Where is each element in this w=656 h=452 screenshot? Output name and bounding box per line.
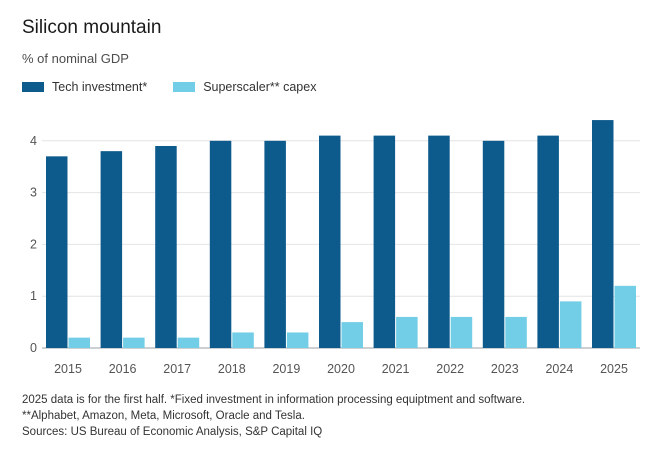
- footnote-2025-data: 2025 data is for the first half. *Fixed …: [22, 394, 526, 406]
- legend-label-superscaler-capex: Superscaler** capex: [203, 80, 317, 94]
- bar-superscaler-capex-2023: [505, 316, 527, 348]
- footnotes: 2025 data is for the first half. *Fixed …: [22, 392, 525, 440]
- x-tick-label: 2016: [109, 362, 137, 376]
- bar-superscaler-capex-2022: [450, 316, 473, 348]
- chart-subtitle: % of nominal GDP: [22, 51, 129, 66]
- bar-tech-investment-2023: [482, 140, 505, 348]
- footnote-superscalers: **Alphabet, Amazon, Meta, Microsoft, Ora…: [22, 410, 305, 422]
- bar-tech-investment-2020: [319, 135, 341, 348]
- y-tick-label: 3: [30, 186, 37, 200]
- x-tick-label: 2024: [545, 362, 573, 376]
- bar-superscaler-capex-2025: [614, 285, 636, 348]
- bar-tech-investment-2024: [537, 135, 559, 348]
- bar-superscaler-capex-2024: [559, 301, 582, 348]
- legend-item-tech-investment: Tech investment*: [22, 80, 147, 94]
- bar-tech-investment-2025: [592, 120, 614, 348]
- bar-superscaler-capex-2019: [286, 332, 309, 348]
- bar-tech-investment-2021: [373, 135, 396, 348]
- bar-superscaler-capex-2020: [341, 322, 363, 348]
- bar-superscaler-capex-2018: [232, 332, 254, 348]
- y-tick-label: 2: [30, 237, 37, 251]
- legend-label-tech-investment: Tech investment*: [52, 80, 148, 94]
- x-tick-label: 2019: [272, 362, 300, 376]
- legend-swatch-tech-investment: [22, 82, 44, 92]
- x-tick-label: 2021: [382, 362, 410, 376]
- bar-chart: 0 1 2 3 4 2015 2016 2017 2018 2019 2020 2021 2022 202…: [30, 120, 640, 376]
- bar-superscaler-capex-2021: [396, 316, 418, 348]
- legend-item-superscaler-capex: Superscaler** capex: [173, 80, 316, 94]
- bar-tech-investment-2018: [209, 140, 232, 348]
- bar-tech-investment-2017: [155, 145, 177, 348]
- y-tick-label: 4: [30, 134, 37, 148]
- bar-superscaler-capex-2015: [68, 337, 90, 348]
- x-tick-label: 2015: [54, 362, 82, 376]
- x-tick-label: 2018: [218, 362, 246, 376]
- x-tick-label: 2023: [491, 362, 519, 376]
- bar-tech-investment-2022: [428, 135, 450, 348]
- legend-swatch-superscaler-capex: [173, 82, 196, 92]
- bar-superscaler-capex-2016: [123, 337, 145, 348]
- footnote-sources: Sources: US Bureau of Economic Analysis,…: [22, 426, 323, 438]
- x-tick-label: 2022: [436, 362, 464, 376]
- bar-tech-investment-2019: [264, 140, 286, 348]
- y-tick-label: 0: [30, 341, 37, 355]
- y-tick-label: 1: [30, 289, 37, 303]
- bar-tech-investment-2015: [46, 156, 68, 348]
- bar-superscaler-capex-2017: [177, 337, 200, 348]
- bar-tech-investment-2016: [100, 151, 123, 348]
- legend: Tech investment* Superscaler** capex: [22, 80, 342, 94]
- chart-title: Silicon mountain: [22, 17, 162, 38]
- x-tick-label: 2020: [327, 362, 355, 376]
- x-tick-label: 2025: [600, 362, 628, 376]
- x-tick-label: 2017: [163, 362, 191, 376]
